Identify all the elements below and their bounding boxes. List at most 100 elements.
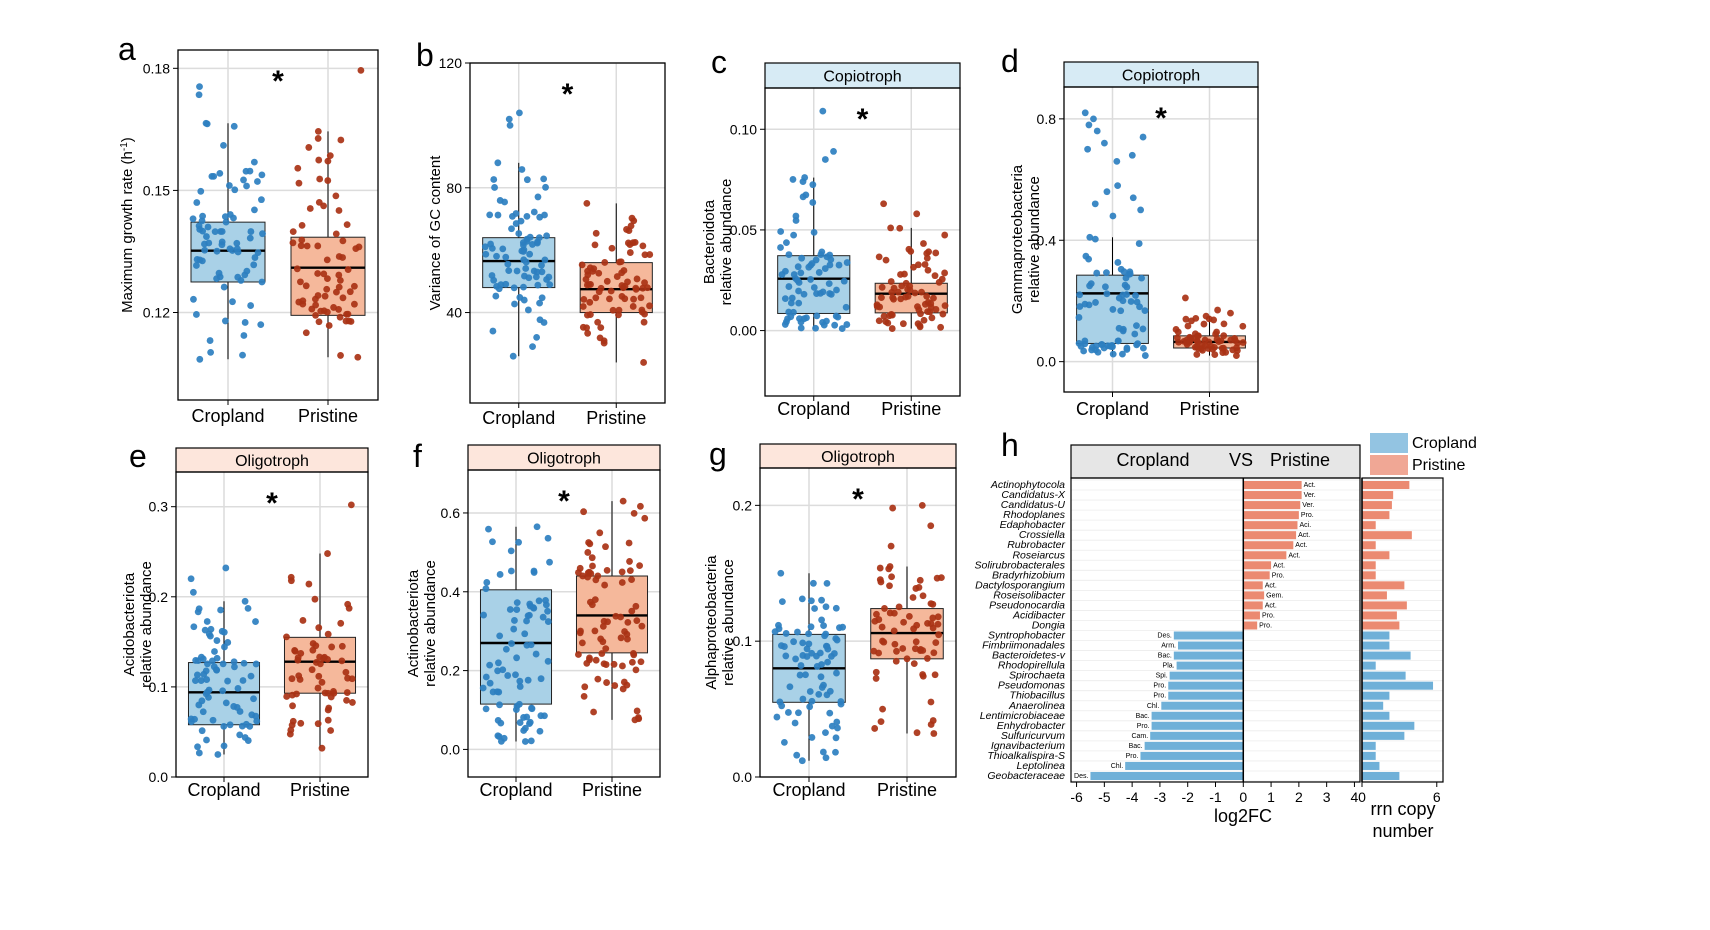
bar-cropland (1144, 741, 1244, 750)
data-point (794, 277, 802, 284)
data-point (494, 732, 502, 740)
data-point (873, 610, 880, 618)
y-axis-label-line2: relative abundance (422, 560, 439, 687)
data-point (354, 353, 362, 361)
data-point (521, 738, 529, 745)
data-point (221, 213, 229, 221)
data-point (1086, 282, 1093, 290)
data-point (225, 182, 233, 189)
data-point (819, 318, 826, 326)
data-point (1119, 297, 1127, 305)
data-point (295, 179, 303, 187)
taxon-label: Geobacteraceae (987, 770, 1065, 782)
data-point (602, 543, 609, 551)
bar-pristine (1243, 601, 1263, 610)
y-tick-label: 0.0 (733, 769, 753, 785)
rrn-bar-cropland (1362, 661, 1376, 670)
data-point (641, 251, 649, 259)
data-point (872, 675, 880, 682)
data-point (811, 605, 818, 612)
data-point (778, 598, 786, 606)
data-point (626, 558, 633, 565)
data-point (788, 294, 796, 302)
data-point (625, 539, 633, 547)
x-category-label: Pristine (586, 408, 646, 428)
data-point (230, 658, 238, 666)
taxon-label: Spirochaeta (1009, 670, 1065, 682)
data-point (637, 658, 645, 666)
data-point (538, 268, 546, 276)
taxon-label: Acidibacter (1012, 609, 1065, 621)
x-category-label: Pristine (1179, 399, 1239, 419)
data-point (597, 635, 605, 643)
data-point (893, 647, 900, 655)
data-point (523, 713, 531, 721)
data-point (843, 259, 851, 266)
data-point (234, 685, 242, 692)
rrn-bar-cropland (1362, 721, 1415, 730)
bar-pristine (1243, 511, 1299, 520)
data-point (871, 617, 879, 625)
data-point (289, 228, 297, 235)
data-point (597, 284, 605, 292)
y-tick-label: 0.10 (730, 121, 757, 137)
data-point (345, 604, 353, 612)
data-point (920, 316, 928, 324)
data-point (603, 277, 611, 285)
data-point (809, 199, 817, 206)
y-axis-label-line2: relative abundance (718, 179, 735, 306)
data-point (646, 302, 653, 310)
data-point (791, 719, 799, 727)
data-point (1239, 339, 1247, 346)
data-point (1133, 322, 1140, 330)
data-point (222, 699, 230, 707)
y-axis-label-line2: relative abundance (138, 561, 155, 688)
data-point (629, 239, 637, 247)
data-point (199, 212, 206, 220)
data-point (929, 614, 937, 622)
phylum-label: Pro. (1272, 572, 1285, 579)
data-point (318, 678, 326, 686)
data-point (536, 727, 544, 735)
data-point (540, 319, 548, 326)
x-category-label: Cropland (479, 780, 552, 800)
data-point (240, 659, 248, 667)
data-point (934, 620, 942, 628)
data-point (619, 662, 626, 670)
data-point (1211, 351, 1219, 358)
data-point (324, 706, 332, 714)
data-point (892, 657, 900, 665)
data-point (1085, 121, 1093, 129)
data-point (888, 288, 896, 296)
data-point (308, 305, 316, 313)
x-tick-label: 4 (1351, 789, 1359, 805)
y-tick-label: 0.12 (143, 305, 170, 321)
data-point (315, 672, 323, 680)
data-point (783, 239, 790, 247)
data-point (927, 300, 935, 307)
data-point (208, 657, 216, 665)
bar-cropland (1151, 711, 1244, 720)
x-tick-label: 3 (1323, 789, 1331, 805)
data-point (933, 574, 941, 582)
data-point (250, 261, 258, 269)
data-point (525, 611, 533, 619)
header-left-label: Cropland (1116, 450, 1189, 470)
data-point (321, 653, 328, 661)
data-point (251, 254, 259, 261)
strip-label: Copiotroph (823, 69, 901, 86)
data-point (515, 538, 522, 546)
bar-cropland (1125, 761, 1244, 770)
data-point (592, 294, 600, 302)
data-point (913, 210, 921, 218)
data-point (198, 653, 205, 661)
data-point (602, 645, 610, 653)
data-point (599, 622, 607, 630)
data-point (584, 329, 592, 337)
data-point (607, 287, 615, 295)
data-point (1109, 350, 1117, 358)
data-point (193, 671, 201, 679)
rrn-bar-pristine (1362, 501, 1392, 510)
data-point (924, 619, 931, 627)
data-point (798, 757, 806, 765)
